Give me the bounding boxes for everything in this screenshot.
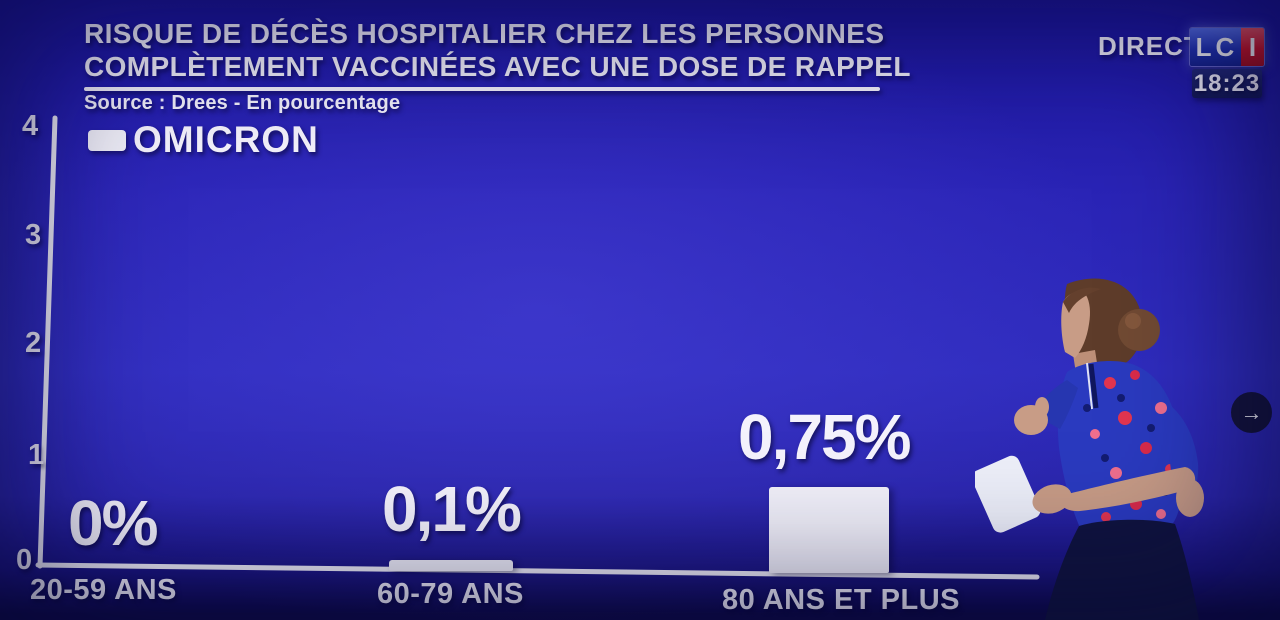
value-label-60-79: 0,1% — [382, 473, 522, 545]
value-label-80-plus: 0,75% — [738, 401, 911, 473]
presenter — [975, 278, 1204, 620]
live-badge: DIRECT — [1098, 31, 1201, 61]
ytick-2: 2 — [25, 327, 42, 359]
y-axis-line — [37, 115, 58, 569]
clock-time: 18:23 — [1193, 69, 1261, 97]
arrow-right-icon: → — [1240, 399, 1263, 425]
chart-source: Source : Drees - En pourcentage — [84, 92, 401, 114]
presenter-notes — [975, 455, 1041, 533]
title-underline — [84, 87, 880, 91]
clock-box: 18:23 — [1192, 69, 1262, 98]
next-image-button[interactable]: → — [1231, 392, 1272, 433]
ytick-4: 4 — [22, 110, 39, 142]
lci-logo-letters-lc: LC — [1190, 28, 1241, 66]
presenter-forearm — [1059, 467, 1196, 512]
lci-channel-logo: LC I — [1189, 27, 1265, 67]
legend-label-omicron: OMICRON — [133, 119, 319, 160]
ytick-0: 0 — [16, 544, 33, 576]
lci-logo-letter-i: I — [1241, 28, 1264, 66]
ytick-3: 3 — [25, 219, 42, 251]
category-label-80-plus: 80 ANS ET PLUS — [722, 584, 960, 616]
bar-60-79 — [389, 560, 513, 571]
category-label-20-59: 20-59 ANS — [30, 574, 177, 606]
bar-80-plus — [769, 487, 889, 573]
ytick-1: 1 — [28, 439, 45, 471]
presenter-skirt — [1045, 519, 1199, 620]
presenter-hand — [1032, 484, 1072, 514]
category-label-60-79: 60-79 ANS — [377, 578, 524, 610]
legend-swatch-omicron — [88, 130, 126, 151]
chart-title-line2: COMPLÈTEMENT VACCINÉES AVEC UNE DOSE DE … — [84, 51, 911, 82]
presenter-hair-bun — [1118, 309, 1160, 351]
chart-title-line1: RISQUE DE DÉCÈS HOSPITALIER CHEZ LES PER… — [84, 18, 885, 49]
value-label-20-59: 0% — [68, 487, 158, 559]
